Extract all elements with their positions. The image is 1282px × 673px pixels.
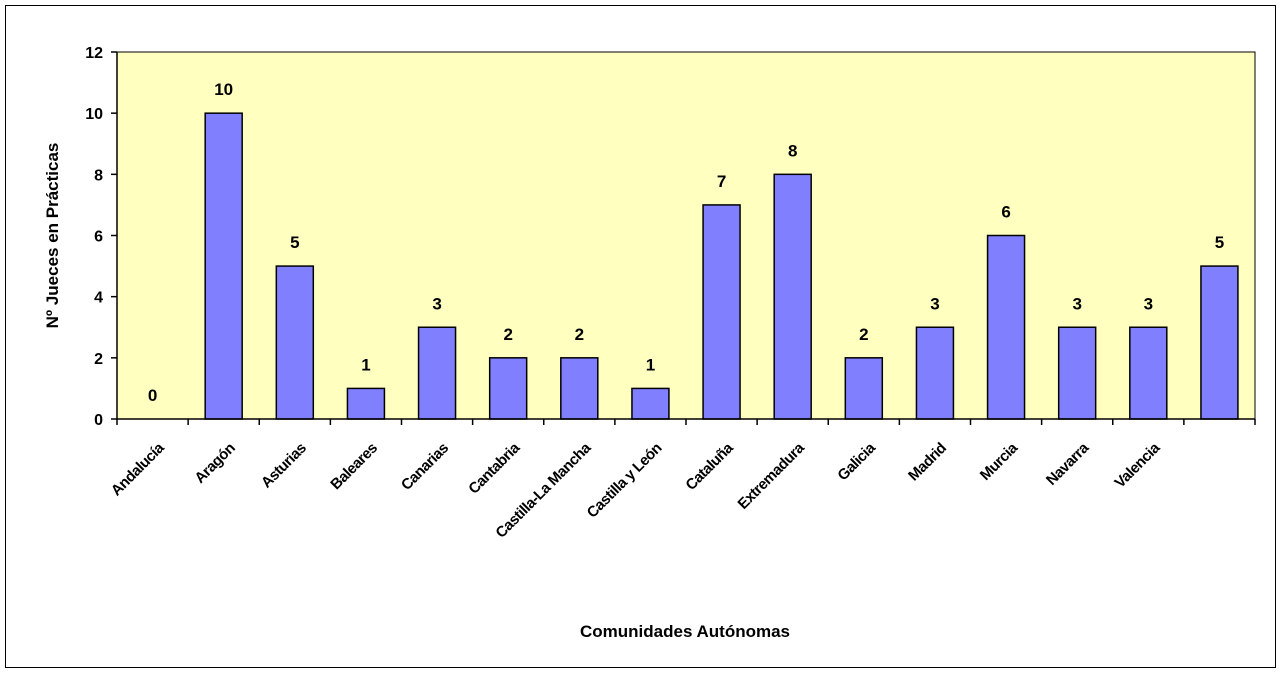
bar	[702, 204, 741, 420]
x-axis: Andalucía Aragón Asturias Baleares Canarias C…	[108, 418, 1256, 542]
y-tick-label: 4	[94, 290, 103, 307]
bars-group	[204, 112, 1239, 420]
bar	[844, 357, 884, 420]
data-label: 7	[717, 172, 726, 191]
bar	[773, 173, 812, 420]
data-label: 8	[788, 141, 797, 160]
data-label: 5	[1215, 233, 1224, 252]
y-tick-label: 6	[94, 229, 103, 246]
bar	[275, 265, 315, 420]
value-labels-group: 0 10 5 1 3 2 2 1 7 8 2 3 6 3 3 5	[148, 80, 1224, 405]
x-tick-label: Extremadura	[735, 439, 809, 513]
data-label: 0	[148, 386, 157, 405]
x-tick-label: Castilla y León	[584, 440, 666, 522]
y-tick-label: 2	[94, 351, 103, 368]
data-label: 5	[290, 233, 299, 252]
data-label: 2	[575, 325, 584, 344]
y-axis: 0 2 4 6 8 10 12	[85, 45, 118, 429]
data-label: 3	[1072, 294, 1081, 313]
bar	[1200, 265, 1239, 420]
bar	[560, 357, 599, 420]
data-label: 3	[930, 294, 939, 313]
x-tick-label: Cantabria	[465, 439, 524, 498]
data-label: 2	[859, 325, 868, 344]
x-tick-label: Asturias	[258, 440, 310, 492]
x-tick-label: Baleares	[327, 440, 381, 494]
bar	[915, 326, 955, 420]
x-tick-label: Navarra	[1043, 439, 1093, 489]
x-tick-label: Aragón	[191, 440, 238, 487]
bar	[204, 112, 243, 420]
y-axis-title: Nº Jueces en Prácticas	[43, 143, 62, 329]
bar	[986, 234, 1026, 420]
y-tick-label: 10	[85, 106, 103, 123]
data-label: 3	[1144, 294, 1153, 313]
y-tick-label: 0	[94, 412, 103, 429]
data-label: 6	[1001, 203, 1010, 222]
data-label: 1	[646, 355, 655, 374]
x-tick-label: Galicia	[834, 439, 879, 484]
bar	[1057, 326, 1097, 420]
data-label: 1	[361, 355, 370, 374]
x-tick-label: Madrid	[905, 440, 950, 485]
data-label: 10	[214, 80, 233, 99]
x-axis-title: Comunidades Autónomas	[580, 622, 790, 641]
data-label: 2	[503, 325, 512, 344]
bar	[417, 326, 457, 420]
x-tick-label: Andalucía	[108, 439, 168, 499]
y-tick-label: 8	[94, 167, 103, 184]
bar	[631, 387, 670, 420]
y-tick-label: 12	[85, 45, 103, 62]
x-tick-label: Canarias	[398, 440, 452, 494]
x-tick-label: Murcia	[977, 439, 1022, 484]
x-tick-label: Cataluña	[682, 439, 737, 494]
bar	[1129, 326, 1168, 420]
bar	[346, 387, 386, 420]
bar	[488, 357, 528, 420]
data-label: 3	[432, 294, 441, 313]
x-tick-label: Valencia	[1111, 439, 1163, 491]
